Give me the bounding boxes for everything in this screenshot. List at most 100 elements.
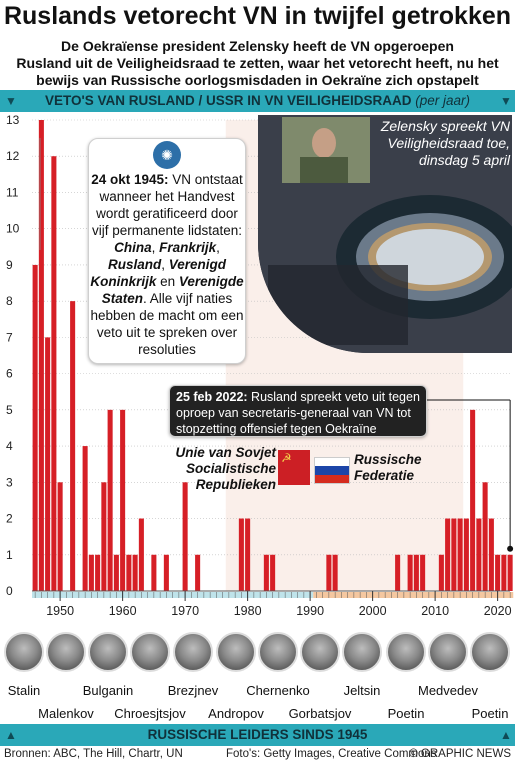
chevron-up-icon: ▲ xyxy=(5,728,17,742)
bar xyxy=(57,482,63,591)
sources-text: Bronnen: ABC, The Hill, Chartr, UN xyxy=(4,748,183,760)
leader-portrait xyxy=(386,632,426,672)
leader-name: Poetin xyxy=(471,706,509,721)
leader-portrait xyxy=(342,632,382,672)
member-us: Verenigde Staten xyxy=(101,274,244,306)
leader-name: Poetin xyxy=(387,706,425,721)
zelensky-photo xyxy=(258,115,512,353)
veto-2022-callout: 25 feb 2022: Rusland spreekt veto uit te… xyxy=(169,385,427,437)
leader-portrait xyxy=(216,632,256,672)
y-tick-label: 2 xyxy=(6,512,13,526)
chart-header-label: VETO'S VAN RUSLAND / USSR IN VN VEILIGHE… xyxy=(44,93,412,108)
separator: , xyxy=(151,240,160,255)
leader-name: Jeltsin xyxy=(343,683,381,698)
callout-2022-date: 25 feb 2022: xyxy=(176,390,248,404)
member-china: China xyxy=(114,240,152,255)
un-founding-callout: ✺ 24 okt 1945: VN ontstaat wanneer het H… xyxy=(88,138,246,364)
leader-name: Medvedev xyxy=(418,683,478,698)
council-chamber-image xyxy=(258,115,512,353)
bar xyxy=(326,554,332,591)
leader-name: Andropov xyxy=(208,706,264,721)
leader-name: Bulganin xyxy=(82,683,134,698)
page-subtitle: De Oekraïense president Zelensky heeft d… xyxy=(0,38,515,89)
callout-dot xyxy=(507,545,514,552)
bar xyxy=(395,554,401,591)
leaders-band-label: RUSSISCHE LEIDERS SINDS 1945 xyxy=(147,727,368,742)
page-title: Ruslands vetorecht VN in twijfel getrokk… xyxy=(3,2,512,30)
bar xyxy=(470,409,476,591)
bar xyxy=(151,554,157,591)
russian-federation-label: Russische Federatie xyxy=(354,452,422,483)
bar xyxy=(407,554,413,591)
bar xyxy=(501,554,507,591)
photo-credits: Foto's: Getty Images, Creative Commons xyxy=(226,748,437,760)
subtitle-line: De Oekraïense president Zelensky heeft d… xyxy=(61,38,454,54)
member-uk: Verenigd Koninkrijk xyxy=(90,257,227,289)
y-tick-label: 9 xyxy=(6,258,13,272)
y-tick-label: 13 xyxy=(6,113,20,127)
member-france: Frankrijk xyxy=(159,240,217,255)
leaders-band: ▲ RUSSISCHE LEIDERS SINDS 1945 ▲ xyxy=(0,724,515,746)
bar xyxy=(45,337,51,591)
leader-portrait xyxy=(300,632,340,672)
bar xyxy=(482,482,488,591)
bar xyxy=(132,554,138,591)
ussr-label: Unie van Sovjet Socialistische Republiek… xyxy=(175,445,276,492)
leader-name: Malenkov xyxy=(38,706,94,721)
y-tick-label: 1 xyxy=(6,548,13,562)
chevron-down-icon: ▼ xyxy=(5,94,17,108)
bar xyxy=(451,518,457,591)
y-tick-label: 10 xyxy=(6,222,20,236)
callout-body-end: . Alle vijf naties hebben de macht om ee… xyxy=(90,291,244,357)
bar xyxy=(51,156,57,591)
rf-period-strip xyxy=(313,592,514,598)
x-tick-label: 1980 xyxy=(234,604,262,618)
leader-name: Chernenko xyxy=(246,683,310,698)
ussr-flag-icon: ☭ xyxy=(278,450,310,485)
callout-body: VN ontstaat wanneer het Handvest wordt g… xyxy=(91,172,243,238)
leader-portrait xyxy=(173,632,213,672)
leader-portrait xyxy=(428,632,468,672)
copyright: © GRAPHIC NEWS xyxy=(409,748,511,760)
bar xyxy=(95,554,101,591)
leader-portrait xyxy=(88,632,128,672)
x-tick-label: 1970 xyxy=(171,604,199,618)
x-tick-label: 2000 xyxy=(359,604,387,618)
x-tick-label: 2020 xyxy=(484,604,512,618)
leader-portrait xyxy=(470,632,510,672)
member-russia: Rusland xyxy=(107,257,162,272)
y-tick-label: 8 xyxy=(6,294,13,308)
callout-date: 24 okt 1945: xyxy=(91,172,169,187)
chart-header-band: ▼ VETO'S VAN RUSLAND / USSR IN VN VEILIG… xyxy=(0,90,515,112)
bar xyxy=(70,301,76,591)
callout-2022-text: Rusland spreekt veto uit tegen oproep va… xyxy=(176,390,420,436)
russia-flag-icon xyxy=(314,457,350,484)
bar xyxy=(332,554,338,591)
separator: en xyxy=(156,274,179,289)
bar xyxy=(195,554,201,591)
y-tick-label: 5 xyxy=(6,403,13,417)
chart-header-note: (per jaar) xyxy=(415,93,471,108)
chevron-up-icon: ▲ xyxy=(500,728,512,742)
bar xyxy=(120,409,126,591)
leader-portrait xyxy=(4,632,44,672)
leader-name: Chroesjtsjov xyxy=(114,706,186,721)
bar xyxy=(38,120,44,591)
leader-portrait xyxy=(130,632,170,672)
leader-name: Gorbatsjov xyxy=(288,706,352,721)
bar xyxy=(238,518,244,591)
y-tick-label: 0 xyxy=(6,584,13,598)
x-tick-label: 2010 xyxy=(421,604,449,618)
bar xyxy=(245,518,251,591)
chevron-down-icon: ▼ xyxy=(500,94,512,108)
y-tick-label: 11 xyxy=(6,185,19,199)
bar xyxy=(445,518,451,591)
bar xyxy=(138,518,144,591)
bar xyxy=(82,446,88,591)
bar xyxy=(476,518,482,591)
y-tick-label: 6 xyxy=(6,367,13,381)
bar xyxy=(463,518,469,591)
y-tick-label: 12 xyxy=(6,149,20,163)
x-tick-label: 1950 xyxy=(46,604,74,618)
bar xyxy=(488,518,494,591)
